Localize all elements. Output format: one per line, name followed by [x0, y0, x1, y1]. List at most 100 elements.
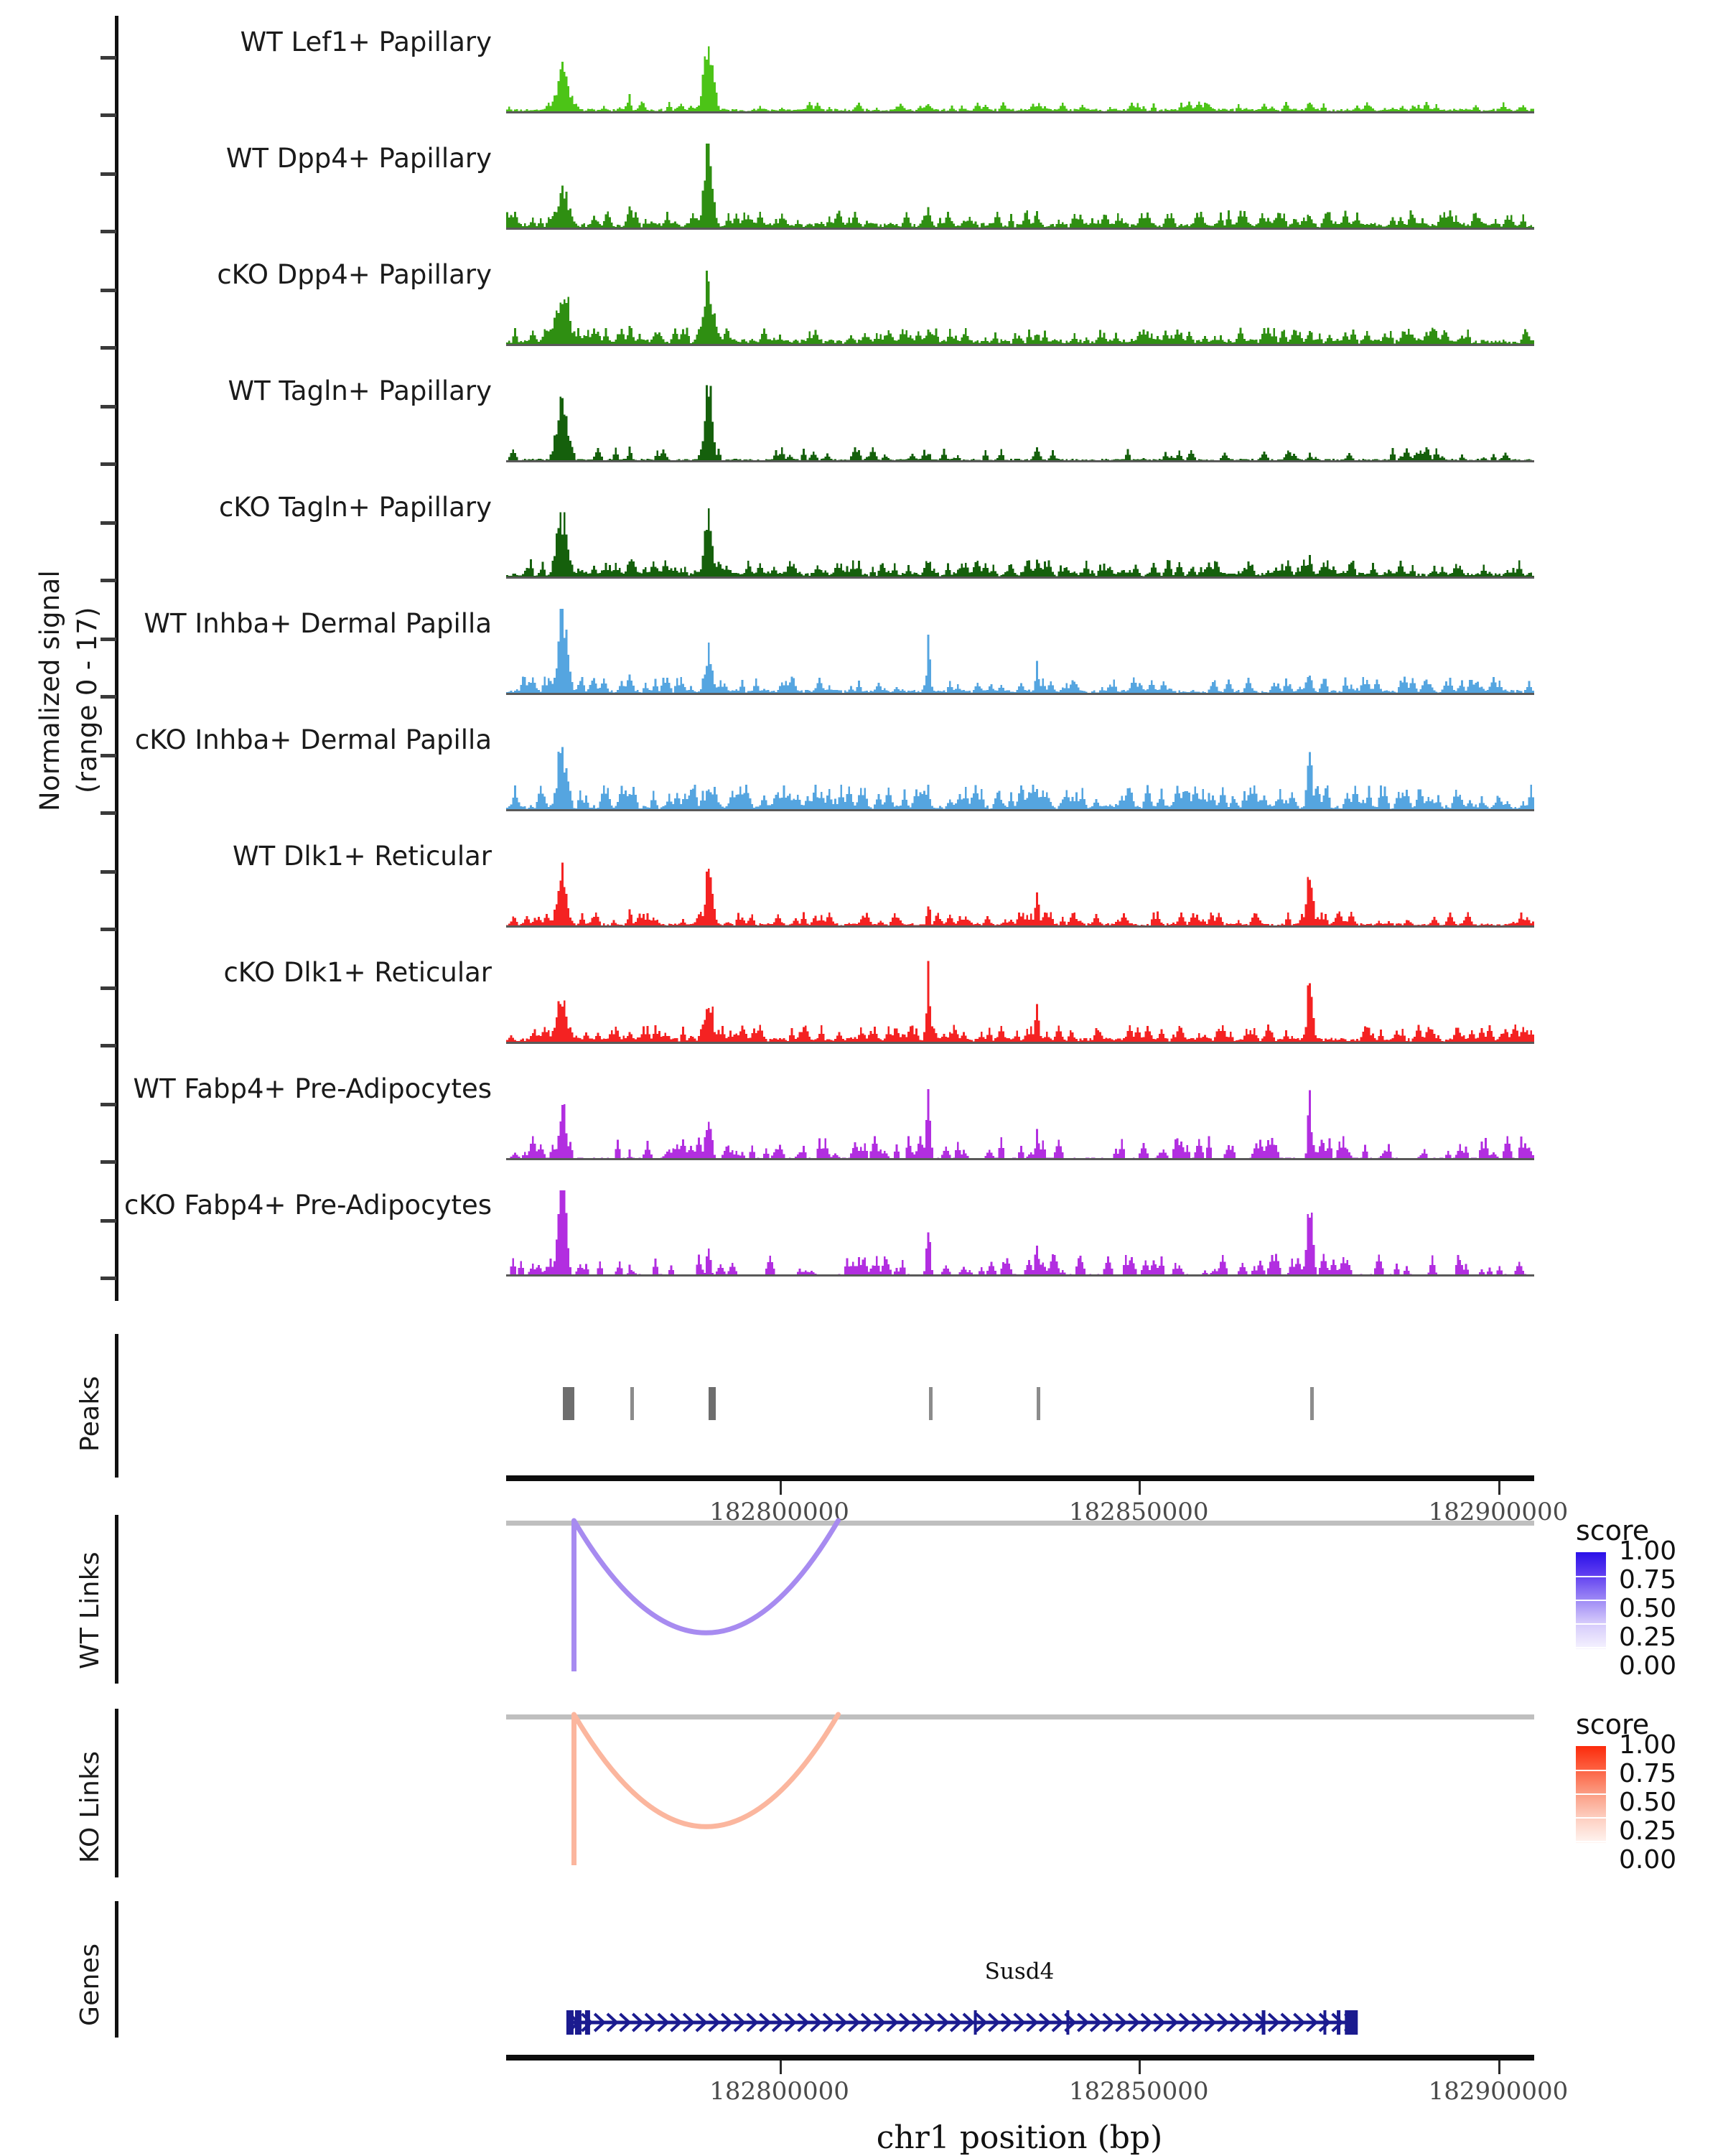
gene-strand-arrow-icon — [695, 2012, 708, 2033]
signal-y-axis-tick — [101, 172, 116, 176]
signal-track-baseline — [506, 1042, 1534, 1044]
legend-tick-label: 0.75 — [1619, 1565, 1677, 1595]
signal-y-axis-tick — [101, 462, 116, 466]
signal-track-area — [506, 1190, 1534, 1275]
signal-track — [506, 843, 1534, 928]
gene-strand-arrow-icon — [682, 2012, 696, 2033]
signal-track-area — [506, 385, 1534, 461]
signal-y-axis-tick — [101, 579, 116, 582]
peak-mark — [1036, 1387, 1040, 1420]
gene-strand-arrow-icon — [1242, 2012, 1255, 2033]
gene-strand-arrow-icon — [771, 2012, 785, 2033]
signal-track — [506, 1075, 1534, 1160]
peaks-section-label: Peaks — [75, 1376, 105, 1452]
signal-y-axis-tick — [101, 289, 116, 292]
gene-strand-arrow-icon — [949, 2012, 963, 2033]
gene-exon-block — [584, 2010, 590, 2035]
legend-minor-tick — [1576, 1770, 1606, 1771]
gene-strand-arrow-icon — [1267, 2012, 1281, 2033]
gene-strand-arrow-icon — [1153, 2012, 1166, 2033]
ko-links-section-label: KO Links — [75, 1750, 105, 1863]
legend-minor-tick — [1576, 1793, 1606, 1795]
peak-mark — [709, 1387, 716, 1420]
legend-tick-label: 1.00 — [1619, 1536, 1677, 1566]
gene-strand-arrow-icon — [873, 2012, 886, 2033]
gene-strand-arrow-icon — [1115, 2012, 1128, 2033]
ko-links-panel: KO Links score 1.00 0.75 0.50 0.25 0.00 — [0, 1702, 1723, 1895]
peak-mark — [630, 1387, 635, 1420]
signal-track-area — [506, 144, 1534, 228]
signal-track-baseline — [506, 460, 1534, 462]
gene-strand-arrow-icon — [581, 2012, 594, 2033]
signal-track — [506, 494, 1534, 579]
legend-tick-label: 0.25 — [1619, 1623, 1677, 1652]
gene-strand-arrow-icon — [593, 2012, 607, 2033]
signal-y-axis-tick — [101, 521, 116, 525]
x-axis-tick — [779, 2061, 782, 2074]
peaks-axis-line — [115, 1334, 118, 1478]
x-axis-tick — [1139, 2061, 1141, 2074]
genes-section-label: Genes — [75, 1943, 105, 2026]
gene-strand-arrow-icon — [759, 2012, 772, 2033]
gene-model-graphic — [566, 2010, 1358, 2035]
gene-name-label: Susd4 — [984, 1959, 1055, 1984]
gene-strand-arrow-icon — [1204, 2012, 1217, 2033]
signal-track-baseline — [506, 228, 1534, 230]
legend-minor-tick — [1576, 1600, 1606, 1601]
signal-y-axis-tick — [101, 1103, 116, 1106]
wt-legend-title: score — [1576, 1515, 1650, 1546]
signal-track — [506, 1190, 1534, 1277]
link-arc — [571, 1518, 841, 1635]
legend-tick-label: 0.50 — [1619, 1594, 1677, 1623]
signal-y-axis-tick — [101, 638, 116, 641]
gene-strand-arrow-icon — [1331, 2012, 1344, 2033]
signal-track-label: cKO Tagln+ Papillary — [218, 492, 492, 523]
legend-minor-tick — [1576, 1841, 1606, 1842]
signal-y-axis-tick — [101, 1160, 116, 1164]
gene-strand-arrow-icon — [899, 2012, 912, 2033]
peak-mark — [1309, 1387, 1314, 1420]
signal-tracks-panel: Normalized signal (range 0 - 17) WT Lef1… — [34, 16, 1534, 1301]
x-axis-title: chr1 position (bp) — [876, 2119, 1163, 2156]
signal-track-baseline — [506, 344, 1534, 346]
signal-track-baseline — [506, 111, 1534, 113]
x-axis-tick-label: 182850000 — [1068, 2077, 1209, 2106]
gene-exon-block — [1345, 2010, 1358, 2035]
gene-strand-arrow-icon — [1140, 2012, 1153, 2033]
signal-track — [506, 29, 1534, 113]
signal-track-baseline — [506, 1158, 1534, 1160]
signal-track-baseline — [506, 809, 1534, 811]
signal-track-area — [506, 961, 1534, 1042]
wt-links-panel: WT Links score 1.00 0.75 0.50 0.25 0.00 — [0, 1508, 1723, 1702]
signal-y-axis-tick — [101, 56, 116, 60]
gene-strand-arrow-icon — [1077, 2012, 1090, 2033]
signal-track-area — [506, 46, 1534, 112]
gene-strand-arrow-icon — [721, 2012, 734, 2033]
genes-x-axis-bar — [506, 2055, 1534, 2061]
wt-links-section-label: WT Links — [75, 1551, 105, 1669]
signal-y-axis-tick — [101, 695, 116, 699]
signal-track — [506, 959, 1534, 1044]
gene-exon-block — [574, 2010, 582, 2035]
gene-strand-arrow-icon — [1127, 2012, 1141, 2033]
signal-track-label: cKO Dlk1+ Reticular — [223, 957, 492, 988]
gene-strand-arrow-icon — [1305, 2012, 1319, 2033]
gene-strand-arrow-icon — [1191, 2012, 1204, 2033]
gene-exon-block — [566, 2010, 574, 2035]
signal-y-axis-tick — [101, 1044, 116, 1047]
signal-track-baseline — [506, 1274, 1534, 1277]
signal-y-axis-tick — [101, 113, 116, 117]
signal-track-label: cKO Fabp4+ Pre-Adipocytes — [123, 1190, 492, 1221]
legend-minor-tick — [1576, 1576, 1606, 1577]
gene-strand-arrow-icon — [822, 2012, 836, 2033]
x-axis-tick — [779, 1481, 782, 1495]
peak-mark — [562, 1387, 574, 1420]
x-axis-tick — [1498, 1481, 1500, 1495]
gene-exon-block — [973, 2010, 977, 2035]
gene-strand-arrow-icon — [1178, 2012, 1192, 2033]
gene-strand-arrow-icon — [1318, 2012, 1331, 2033]
wt-links-axis-line — [115, 1515, 118, 1684]
gene-strand-arrow-icon — [1216, 2012, 1230, 2033]
signal-track-area — [506, 609, 1534, 694]
signal-y-axis-title-line1: Normalized signal — [34, 569, 65, 811]
